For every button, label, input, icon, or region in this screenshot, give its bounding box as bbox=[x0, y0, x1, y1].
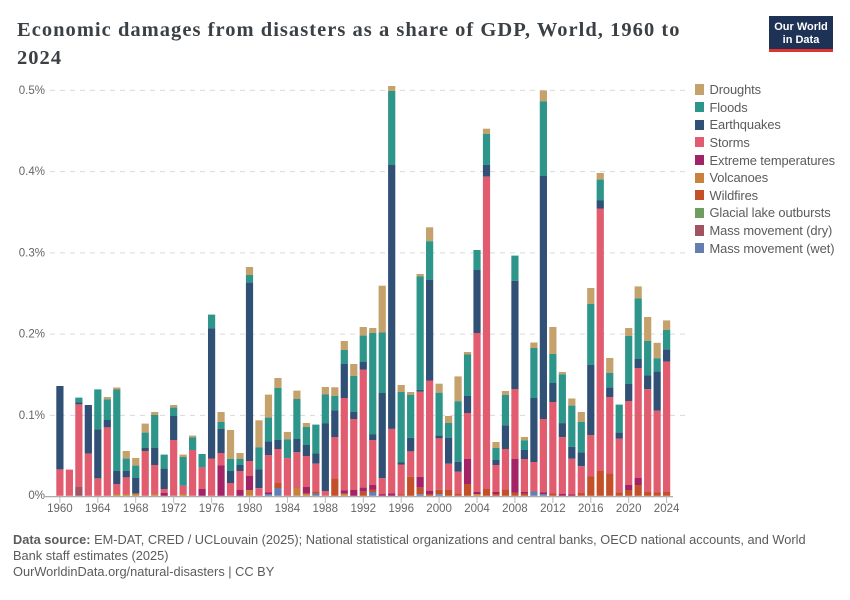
svg-text:0%: 0% bbox=[28, 490, 45, 502]
svg-text:1960: 1960 bbox=[47, 503, 73, 515]
svg-text:2012: 2012 bbox=[540, 503, 566, 515]
svg-text:2016: 2016 bbox=[578, 503, 604, 515]
svg-text:1980: 1980 bbox=[237, 503, 263, 515]
svg-text:1984: 1984 bbox=[275, 503, 301, 515]
svg-text:0.2%: 0.2% bbox=[19, 329, 45, 341]
svg-text:2004: 2004 bbox=[464, 503, 490, 515]
svg-text:2024: 2024 bbox=[654, 503, 680, 515]
svg-text:2008: 2008 bbox=[502, 503, 528, 515]
svg-text:1988: 1988 bbox=[313, 503, 339, 515]
svg-text:1996: 1996 bbox=[388, 503, 414, 515]
svg-text:2000: 2000 bbox=[426, 503, 452, 515]
svg-text:1968: 1968 bbox=[123, 503, 149, 515]
svg-text:1972: 1972 bbox=[161, 503, 187, 515]
svg-text:1964: 1964 bbox=[85, 503, 111, 515]
svg-text:0.5%: 0.5% bbox=[19, 85, 45, 97]
svg-text:0.1%: 0.1% bbox=[19, 410, 45, 422]
svg-text:2020: 2020 bbox=[616, 503, 642, 515]
svg-text:0.3%: 0.3% bbox=[19, 248, 45, 260]
svg-text:1992: 1992 bbox=[351, 503, 377, 515]
svg-text:0.4%: 0.4% bbox=[19, 166, 45, 178]
svg-text:1976: 1976 bbox=[199, 503, 225, 515]
